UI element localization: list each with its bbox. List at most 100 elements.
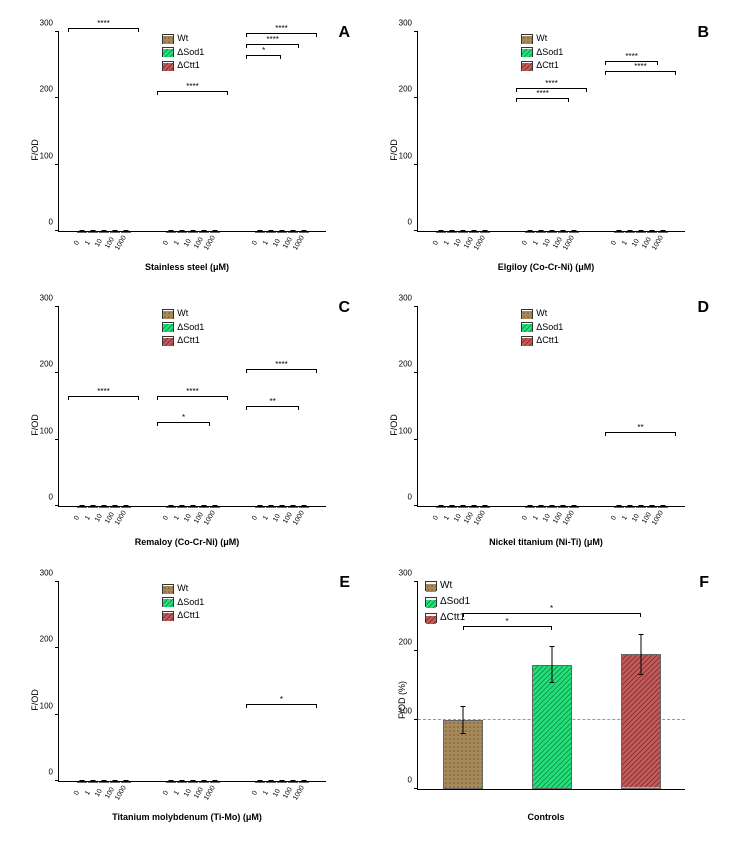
x-tick-label: 10 bbox=[631, 513, 641, 523]
significance-bracket: **** bbox=[157, 388, 228, 400]
x-tick-label: 1000 bbox=[562, 510, 576, 527]
x-tick-label: 1 bbox=[620, 240, 628, 247]
x-tick-label: 10 bbox=[183, 788, 193, 798]
sig-label: **** bbox=[246, 361, 317, 369]
significance-bracket: **** bbox=[516, 80, 587, 92]
y-axis-label: F/OD bbox=[30, 414, 40, 436]
x-tick-label: 0 bbox=[161, 515, 169, 522]
sig-label: * bbox=[157, 414, 210, 422]
x-tick-label: 0 bbox=[431, 240, 439, 247]
x-tick-label: 0 bbox=[250, 240, 258, 247]
y-tick-label: 100 bbox=[399, 426, 418, 435]
significance-bracket: **** bbox=[157, 83, 228, 95]
y-tick-label: 0 bbox=[408, 218, 418, 227]
sig-label: **** bbox=[157, 83, 228, 91]
y-axis-label: F/OD bbox=[389, 139, 399, 161]
x-axis-label: Stainless steel (μM) bbox=[145, 262, 229, 272]
plot-area: 0100200300011010010000110100100001101001… bbox=[58, 32, 326, 232]
significance-bracket: ** bbox=[246, 398, 299, 410]
error-bar bbox=[462, 706, 463, 734]
x-tick-label: 0 bbox=[250, 515, 258, 522]
significance-bracket: **** bbox=[246, 361, 317, 373]
x-tick-label: 10 bbox=[631, 238, 641, 248]
bar-groups: 011010010000110100100001101001000 bbox=[59, 32, 326, 231]
y-tick-label: 200 bbox=[399, 85, 418, 94]
x-axis-label: Remaloy (Co-Cr-Ni) (μM) bbox=[135, 537, 240, 547]
plot-area: 0100200300011010010000110100100001101001… bbox=[58, 307, 326, 507]
plot-area: 0100200300011010010000110100100001101001… bbox=[417, 32, 685, 232]
bar-groups: 011010010000110100100001101001000 bbox=[59, 582, 326, 781]
panel-label: C bbox=[338, 299, 350, 317]
x-tick-label: 1 bbox=[261, 515, 269, 522]
bar-wrap bbox=[532, 665, 572, 789]
x-tick-label: 10 bbox=[94, 513, 104, 523]
x-tick-label: 1000 bbox=[651, 510, 665, 527]
x-tick-label: 10 bbox=[453, 513, 463, 523]
sig-label: * bbox=[463, 605, 641, 613]
y-tick-label: 0 bbox=[408, 776, 418, 785]
y-tick-label: 300 bbox=[399, 569, 418, 578]
x-axis-label: Titanium molybdenum (Ti-Mo) (μM) bbox=[112, 812, 262, 822]
x-tick-label: 1 bbox=[83, 790, 91, 797]
y-axis-label: F/OD bbox=[30, 139, 40, 161]
x-tick-label: 1 bbox=[172, 790, 180, 797]
x-tick-label: 10 bbox=[542, 238, 552, 248]
y-tick-label: 300 bbox=[40, 294, 59, 303]
x-tick-label: 10 bbox=[453, 238, 463, 248]
y-tick-label: 100 bbox=[40, 151, 59, 160]
x-tick-label: 1000 bbox=[292, 785, 306, 802]
y-tick-label: 200 bbox=[399, 360, 418, 369]
x-tick-label: 1000 bbox=[473, 510, 487, 527]
sig-label: **** bbox=[605, 53, 658, 61]
x-tick-label: 10 bbox=[183, 238, 193, 248]
sig-label: * bbox=[246, 47, 282, 55]
panel-label: F bbox=[699, 574, 709, 592]
x-tick-label: 1 bbox=[531, 515, 539, 522]
y-tick-label: 300 bbox=[40, 19, 59, 28]
panel-B: BWtΔSod1ΔCtt1010020030001101001000011010… bbox=[379, 20, 713, 280]
x-tick-label: 0 bbox=[161, 240, 169, 247]
sig-label: **** bbox=[157, 388, 228, 396]
y-tick-label: 0 bbox=[49, 493, 59, 502]
sig-label: ** bbox=[605, 424, 676, 432]
x-tick-label: 0 bbox=[609, 515, 617, 522]
significance-bracket: * bbox=[463, 618, 552, 630]
error-bar bbox=[640, 634, 641, 675]
y-tick-label: 300 bbox=[399, 19, 418, 28]
panel-label: B bbox=[697, 24, 709, 42]
bar-groups: 011010010000110100100001101001000 bbox=[418, 307, 685, 506]
y-tick-label: 200 bbox=[40, 85, 59, 94]
significance-bracket: **** bbox=[68, 20, 139, 32]
y-tick-label: 100 bbox=[399, 151, 418, 160]
y-axis-label: F/OD bbox=[389, 414, 399, 436]
x-tick-label: 1000 bbox=[292, 235, 306, 252]
x-tick-label: 1000 bbox=[114, 235, 128, 252]
sig-label: * bbox=[463, 618, 552, 626]
x-tick-label: 1 bbox=[531, 240, 539, 247]
y-tick-label: 300 bbox=[40, 569, 59, 578]
x-tick-label: 1000 bbox=[203, 510, 217, 527]
x-tick-label: 1 bbox=[442, 240, 450, 247]
y-tick-label: 100 bbox=[40, 426, 59, 435]
sig-label: **** bbox=[68, 20, 139, 28]
panel-A: AWtΔSod1ΔCtt1010020030001101001000011010… bbox=[20, 20, 354, 280]
y-tick-label: 200 bbox=[399, 638, 418, 647]
x-tick-label: 1000 bbox=[203, 235, 217, 252]
panel-label: E bbox=[339, 574, 350, 592]
x-tick-label: 10 bbox=[94, 788, 104, 798]
plot-area: 0100200300011010010000110100100001101001… bbox=[417, 307, 685, 507]
x-tick-label: 1000 bbox=[651, 235, 665, 252]
x-tick-label: 1000 bbox=[203, 785, 217, 802]
x-axis-label: Nickel titanium (Ni-Ti) (μM) bbox=[489, 537, 603, 547]
y-tick-label: 200 bbox=[40, 635, 59, 644]
y-tick-label: 300 bbox=[399, 294, 418, 303]
x-tick-label: 1000 bbox=[114, 785, 128, 802]
panel-label: A bbox=[338, 24, 350, 42]
plot-area: 0100200300011010010000110100100001101001… bbox=[58, 582, 326, 782]
sig-label: **** bbox=[605, 63, 676, 71]
x-tick-label: 10 bbox=[272, 513, 282, 523]
x-tick-label: 0 bbox=[520, 240, 528, 247]
x-tick-label: 10 bbox=[272, 788, 282, 798]
x-axis-label: Elgiloy (Co-Cr-Ni) (μM) bbox=[498, 262, 595, 272]
panel-C: CWtΔSod1ΔCtt1010020030001101001000011010… bbox=[20, 295, 354, 555]
